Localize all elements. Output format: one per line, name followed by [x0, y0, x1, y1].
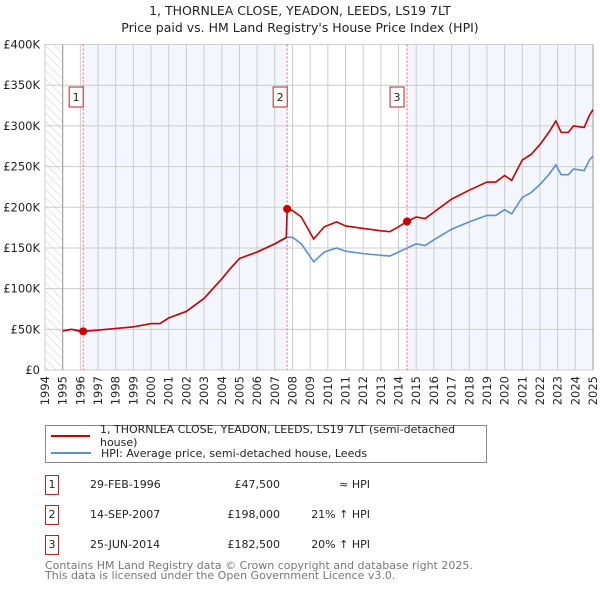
sale-row: 2 14-SEP-2007 £198,000 21% ↑ HPI: [45, 505, 445, 525]
x-tick-label: 2021: [515, 376, 529, 405]
y-tick-label: £150K: [3, 241, 40, 255]
x-tick-label: 2010: [321, 376, 335, 405]
sale-marker-label: 1: [73, 91, 80, 104]
sale-price: £47,500: [234, 478, 281, 491]
legend-item-property: 1, THORNLEA CLOSE, YEADON, LEEDS, LS19 7…: [46, 423, 486, 449]
sale-marker-label: 3: [394, 91, 401, 104]
x-tick-label: 1994: [38, 376, 52, 405]
x-tick-label: 2017: [445, 376, 459, 405]
sale-marker-badge: 3: [45, 535, 59, 555]
sale-hpi-relation: 20% ↑ HPI: [311, 538, 370, 551]
y-tick-label: £300K: [3, 119, 40, 133]
legend-label: HPI: Average price, semi-detached house,…: [101, 446, 368, 460]
footer-licence: This data is licensed under the Open Gov…: [45, 569, 396, 582]
sale-hpi-relation: 21% ↑ HPI: [311, 508, 370, 521]
sale-price: £198,000: [227, 508, 281, 521]
x-tick-label: 2011: [339, 376, 353, 405]
legend: 1, THORNLEA CLOSE, YEADON, LEEDS, LS19 7…: [45, 423, 487, 463]
x-tick-label: 2022: [533, 376, 547, 405]
x-tick-label: 2018: [462, 376, 476, 405]
y-tick-label: £0: [25, 363, 40, 377]
footer: Contains HM Land Registry data © Crown c…: [45, 559, 473, 582]
y-tick-label: £200K: [3, 200, 40, 214]
x-tick-label: 1998: [109, 376, 123, 405]
y-tick-label: £50K: [11, 322, 41, 336]
x-tick-label: 2009: [303, 376, 317, 405]
x-tick-label: 1995: [56, 376, 70, 405]
sale-point: [403, 217, 412, 226]
sale-point: [283, 204, 292, 213]
legend-item-hpi: HPI: Average price, semi-detached house,…: [46, 445, 367, 461]
x-tick-label: 2005: [232, 376, 246, 405]
property-price-line: [62, 109, 594, 333]
sale-hpi-relation: ≈ HPI: [339, 478, 370, 491]
x-tick-label: 2016: [427, 376, 441, 405]
chart-title: 1, THORNLEA CLOSE, YEADON, LEEDS, LS19 7…: [149, 3, 451, 18]
x-tick-label: 2006: [250, 376, 264, 405]
sale-marker-badge: 2: [45, 505, 59, 525]
x-tick-label: 2004: [215, 376, 229, 405]
x-tick-label: 2003: [197, 376, 211, 405]
sale-marker-label: 2: [277, 91, 284, 104]
x-tick-label: 2008: [285, 376, 299, 405]
x-tick-label: 2024: [568, 376, 582, 405]
x-tick-label: 2015: [409, 376, 423, 405]
x-tick-label: 2002: [179, 376, 193, 405]
x-tick-label: 1997: [91, 376, 105, 405]
sale-marker-badge: 1: [45, 475, 59, 495]
x-tick-label: 2000: [144, 376, 158, 405]
x-tick-label: 2013: [374, 376, 388, 405]
legend-swatch-red: [51, 435, 90, 437]
x-tick-label: 2020: [498, 376, 512, 405]
legend-swatch-blue: [51, 452, 91, 454]
y-tick-label: £100K: [3, 282, 40, 296]
y-tick-label: £400K: [3, 38, 40, 52]
x-tick-label: 2019: [480, 376, 494, 405]
x-tick-label: 2025: [586, 376, 600, 405]
x-tick-label: 2023: [551, 376, 565, 405]
legend-label: 1, THORNLEA CLOSE, YEADON, LEEDS, LS19 7…: [99, 423, 456, 449]
sale-row: 3 25-JUN-2014 £182,500 20% ↑ HPI: [45, 535, 445, 555]
sale-date: 25-JUN-2014: [90, 538, 161, 551]
x-tick-label: 2014: [392, 376, 406, 405]
sale-point: [79, 327, 88, 336]
sale-date: 14-SEP-2007: [90, 508, 161, 521]
y-tick-label: £250K: [3, 160, 40, 174]
footer-copyright: Contains HM Land Registry data © Crown c…: [45, 559, 473, 572]
x-tick-label: 1996: [73, 376, 87, 405]
sale-marker-box: [68, 86, 84, 108]
x-tick-label: 2012: [356, 376, 370, 405]
x-tick-label: 2007: [268, 376, 282, 405]
y-tick-label: £350K: [3, 78, 40, 92]
chart-subtitle: Price paid vs. HM Land Registry's House …: [121, 20, 479, 35]
sale-date: 29-FEB-1996: [90, 478, 161, 491]
x-tick-label: 2001: [162, 376, 176, 405]
sale-marker-box: [272, 86, 288, 108]
plot-area: 1994 1995 1996 1997 1998 1999 2000 2001 2002 2003…: [3, 38, 600, 406]
x-tick-label: 1999: [126, 376, 140, 405]
sale-price: £182,500: [227, 538, 281, 551]
sale-marker-box: [389, 86, 405, 108]
sale-row: 1 29-FEB-1996 £47,500 ≈ HPI: [45, 475, 445, 495]
